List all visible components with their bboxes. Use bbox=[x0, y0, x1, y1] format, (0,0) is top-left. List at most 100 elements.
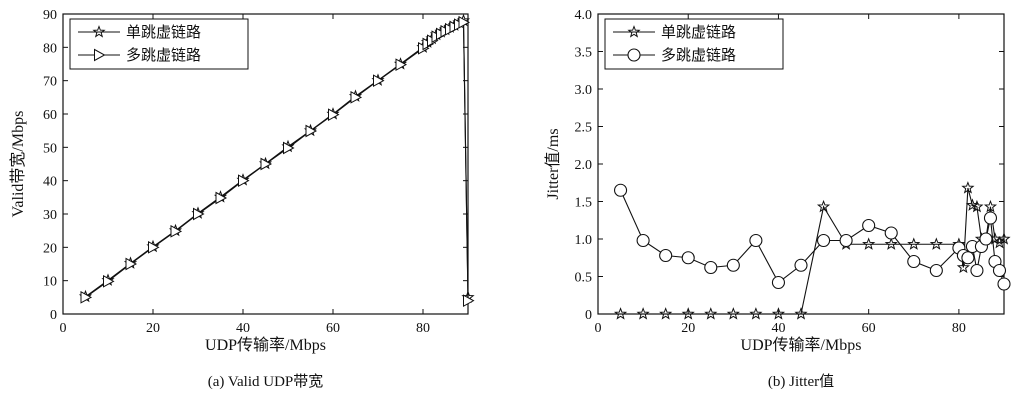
data-point-1 bbox=[260, 157, 273, 171]
data-point-1 bbox=[907, 254, 921, 269]
data-point-1 bbox=[961, 251, 975, 265]
x-tick-label: 0 bbox=[60, 321, 67, 336]
data-point-1 bbox=[704, 260, 718, 275]
data-point-1 bbox=[395, 58, 408, 72]
data-point-0 bbox=[983, 199, 998, 213]
y-tick-label: 30 bbox=[43, 208, 57, 223]
data-point-1 bbox=[80, 290, 93, 304]
data-point-1 bbox=[125, 257, 138, 271]
y-tick-label: 40 bbox=[43, 175, 57, 190]
y-tick-label: 2.5 bbox=[575, 121, 593, 136]
y-tick-label: 50 bbox=[43, 141, 57, 156]
data-point-1 bbox=[373, 74, 385, 88]
chart-jitter: 0 20 40 60 80 0 0.5 1.0 1.5 2.0 2.5 3.0 3.5 4.0 单跳虚链路多… bbox=[544, 8, 1011, 390]
data-point-1 bbox=[929, 263, 943, 278]
data-point-1 bbox=[979, 232, 993, 246]
y-tick-label: 2.0 bbox=[575, 158, 593, 173]
data-point-1 bbox=[659, 248, 673, 263]
data-point-0 bbox=[704, 307, 718, 320]
y-tick-label: 4.0 bbox=[575, 8, 593, 23]
y-tick-label: 3.0 bbox=[575, 83, 593, 98]
data-point-0 bbox=[816, 199, 831, 213]
data-point-1 bbox=[839, 233, 853, 248]
data-point-0 bbox=[613, 307, 628, 320]
data-point-0 bbox=[929, 237, 943, 250]
x-tick-label: 60 bbox=[326, 321, 340, 336]
data-point-1 bbox=[193, 207, 205, 221]
x-tick-label: 80 bbox=[952, 321, 966, 336]
x-axis-label: UDP传输率/Mbps bbox=[741, 336, 862, 354]
data-point-1 bbox=[771, 275, 785, 290]
y-axis-label: Valid带宽/Mbps bbox=[9, 111, 27, 218]
y-tick-label: 0 bbox=[585, 308, 592, 323]
y-tick-label: 1.5 bbox=[575, 196, 593, 211]
y-tick-label: 60 bbox=[43, 108, 57, 123]
x-tick-label: 60 bbox=[862, 321, 876, 336]
data-point-0 bbox=[771, 307, 786, 320]
data-point-1 bbox=[103, 274, 115, 288]
data-point-1 bbox=[997, 277, 1011, 291]
legend-marker bbox=[627, 48, 641, 62]
data-point-0 bbox=[726, 307, 740, 320]
data-point-0 bbox=[970, 199, 984, 213]
data-point-1 bbox=[614, 183, 628, 197]
x-tick-label: 20 bbox=[146, 321, 160, 336]
y-tick-label: 3.5 bbox=[575, 46, 593, 61]
data-point-0 bbox=[997, 232, 1011, 245]
data-point-1 bbox=[983, 211, 998, 225]
data-point-1 bbox=[305, 124, 318, 138]
y-tick-label: 0 bbox=[50, 308, 57, 323]
data-point-1 bbox=[992, 263, 1007, 278]
data-point-1 bbox=[463, 294, 475, 308]
data-point-0 bbox=[794, 307, 808, 320]
legend-marker bbox=[92, 25, 106, 38]
y-axis-label: Jitter值/ms bbox=[544, 128, 562, 199]
data-point-1 bbox=[726, 258, 740, 272]
x-axis-label: UDP传输率/Mbps bbox=[205, 336, 326, 354]
y-tick-label: 80 bbox=[43, 41, 57, 56]
series-line-0 bbox=[620, 187, 1005, 315]
legend-marker bbox=[94, 48, 106, 62]
y-tick-label: 90 bbox=[43, 8, 57, 23]
data-point-1 bbox=[970, 263, 984, 278]
data-point-1 bbox=[794, 258, 808, 272]
x-tick-label: 40 bbox=[236, 321, 250, 336]
data-point-0 bbox=[749, 307, 763, 320]
data-point-0 bbox=[992, 235, 1007, 249]
y-tick-label: 70 bbox=[43, 75, 57, 90]
data-point-1 bbox=[148, 240, 160, 254]
data-point-1 bbox=[170, 224, 183, 238]
data-point-0 bbox=[862, 237, 876, 250]
data-point-1 bbox=[350, 90, 363, 104]
data-point-1 bbox=[328, 108, 340, 122]
data-point-0 bbox=[636, 307, 650, 320]
legend-marker bbox=[627, 25, 641, 38]
data-point-1 bbox=[458, 15, 471, 29]
x-tick-label: 40 bbox=[771, 321, 785, 336]
data-point-1 bbox=[636, 233, 650, 248]
y-tick-label: 1.0 bbox=[575, 233, 593, 248]
plot-frame bbox=[62, 13, 469, 315]
y-tick-label: 10 bbox=[43, 275, 57, 290]
legend-label: 多跳虚链路 bbox=[661, 46, 736, 64]
data-point-0 bbox=[907, 237, 921, 250]
data-point-1 bbox=[862, 218, 876, 233]
x-tick-label: 20 bbox=[681, 321, 695, 336]
y-tick-label: 0.5 bbox=[575, 271, 593, 286]
y-tick-label: 20 bbox=[43, 241, 57, 256]
data-point-0 bbox=[681, 307, 695, 320]
legend-label: 单跳虚链路 bbox=[126, 23, 201, 41]
data-point-1 bbox=[238, 174, 250, 188]
series-line-1 bbox=[620, 190, 1005, 285]
data-point-1 bbox=[215, 191, 228, 205]
legend-label: 多跳虚链路 bbox=[126, 46, 201, 64]
x-tick-label: 0 bbox=[595, 321, 602, 336]
data-point-0 bbox=[884, 237, 898, 250]
data-point-1 bbox=[749, 233, 763, 248]
legend-label: 单跳虚链路 bbox=[661, 23, 736, 41]
data-point-1 bbox=[817, 233, 831, 248]
